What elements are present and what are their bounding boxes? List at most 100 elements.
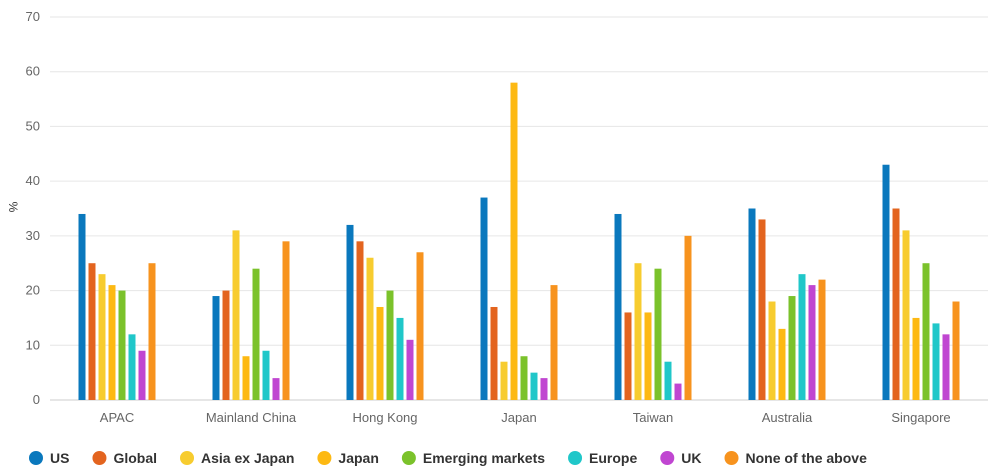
- bar[interactable]: [788, 296, 796, 400]
- legend-item[interactable]: Global: [92, 450, 157, 466]
- bar[interactable]: [644, 312, 652, 400]
- bar[interactable]: [252, 268, 260, 400]
- legend-label: Asia ex Japan: [201, 450, 294, 466]
- bar[interactable]: [490, 306, 498, 400]
- bar[interactable]: [922, 263, 930, 400]
- bar[interactable]: [138, 350, 146, 400]
- bar[interactable]: [396, 317, 404, 400]
- x-tick-label: Singapore: [891, 410, 950, 425]
- bar[interactable]: [510, 82, 518, 401]
- x-tick-label: Japan: [501, 410, 536, 425]
- x-tick-label: Hong Kong: [352, 410, 417, 425]
- bar[interactable]: [530, 372, 538, 400]
- y-axis: 0 10 20 30 40 50 60 70: [26, 9, 40, 407]
- bar[interactable]: [262, 350, 270, 400]
- legend-item[interactable]: US: [29, 450, 69, 466]
- bar[interactable]: [768, 301, 776, 400]
- bar[interactable]: [654, 268, 662, 400]
- bar[interactable]: [674, 383, 682, 400]
- x-tick-label: Mainland China: [206, 410, 297, 425]
- legend-item[interactable]: UK: [660, 450, 702, 466]
- bar[interactable]: [932, 323, 940, 400]
- legend[interactable]: US Global Asia ex Japan Japan Emerging marke…: [29, 450, 867, 466]
- legend-label: Europe: [589, 450, 637, 466]
- bar[interactable]: [356, 241, 364, 400]
- legend-marker: [92, 451, 107, 465]
- bar[interactable]: [778, 328, 786, 400]
- bar[interactable]: [952, 301, 960, 400]
- bar[interactable]: [346, 224, 354, 400]
- legend-item[interactable]: Asia ex Japan: [180, 450, 294, 466]
- bar[interactable]: [550, 285, 558, 400]
- y-tick-label: 10: [26, 337, 40, 352]
- bar[interactable]: [366, 257, 374, 400]
- bar[interactable]: [540, 378, 548, 400]
- bar[interactable]: [912, 317, 920, 400]
- x-tick-label: Australia: [762, 410, 813, 425]
- bar[interactable]: [942, 334, 950, 400]
- bar[interactable]: [684, 235, 692, 400]
- y-tick-label: 20: [26, 283, 40, 298]
- legend-label: Japan: [338, 450, 378, 466]
- x-tick-label: Taiwan: [633, 410, 673, 425]
- bar[interactable]: [614, 213, 622, 400]
- bar[interactable]: [818, 279, 826, 400]
- bar[interactable]: [148, 263, 156, 400]
- legend-item[interactable]: Europe: [568, 450, 637, 466]
- bar[interactable]: [416, 252, 424, 400]
- legend-label: Emerging markets: [423, 450, 545, 466]
- legend-marker: [180, 451, 195, 465]
- y-tick-label: 30: [26, 228, 40, 243]
- bar[interactable]: [480, 197, 488, 400]
- legend-marker: [660, 451, 675, 465]
- y-tick-label: 50: [26, 118, 40, 133]
- bars: [78, 82, 960, 401]
- gridlines: [50, 16, 988, 401]
- y-tick-label: 40: [26, 173, 40, 188]
- legend-item[interactable]: Emerging markets: [401, 450, 545, 466]
- bar[interactable]: [386, 290, 394, 400]
- bar[interactable]: [500, 361, 508, 400]
- bar[interactable]: [118, 290, 126, 400]
- bar[interactable]: [376, 306, 384, 400]
- bar[interactable]: [232, 230, 240, 400]
- legend-marker: [401, 451, 416, 465]
- y-tick-label: 60: [26, 64, 40, 79]
- y-axis-label: %: [6, 202, 20, 213]
- bar[interactable]: [748, 208, 756, 401]
- bar[interactable]: [108, 285, 116, 400]
- bar[interactable]: [882, 164, 890, 400]
- legend-label: UK: [681, 450, 701, 466]
- bar[interactable]: [212, 296, 220, 400]
- legend-label: None of the above: [746, 450, 868, 466]
- legend-marker: [317, 451, 332, 465]
- bar[interactable]: [634, 263, 642, 400]
- bar[interactable]: [282, 241, 290, 400]
- bar[interactable]: [78, 213, 86, 400]
- legend-item[interactable]: Japan: [317, 450, 379, 466]
- bar[interactable]: [758, 219, 766, 400]
- bar[interactable]: [272, 378, 280, 400]
- x-axis: APAC Mainland China Hong Kong Japan Taiwan Au…: [100, 410, 951, 425]
- bar[interactable]: [98, 274, 106, 400]
- bar[interactable]: [222, 290, 230, 400]
- legend-marker: [29, 451, 43, 465]
- bar[interactable]: [624, 312, 632, 400]
- bar[interactable]: [902, 230, 910, 400]
- bar[interactable]: [128, 334, 136, 400]
- legend-label: US: [50, 450, 69, 466]
- bar[interactable]: [664, 361, 672, 400]
- legend-marker: [568, 451, 583, 465]
- bar[interactable]: [808, 285, 816, 400]
- bar[interactable]: [892, 208, 900, 401]
- legend-marker: [724, 451, 739, 465]
- bar[interactable]: [798, 274, 806, 400]
- bar[interactable]: [406, 339, 414, 400]
- bar[interactable]: [520, 356, 528, 400]
- bar[interactable]: [242, 356, 250, 400]
- bar[interactable]: [88, 263, 96, 400]
- y-tick-label: 0: [33, 392, 40, 407]
- legend-item[interactable]: None of the above: [724, 450, 868, 466]
